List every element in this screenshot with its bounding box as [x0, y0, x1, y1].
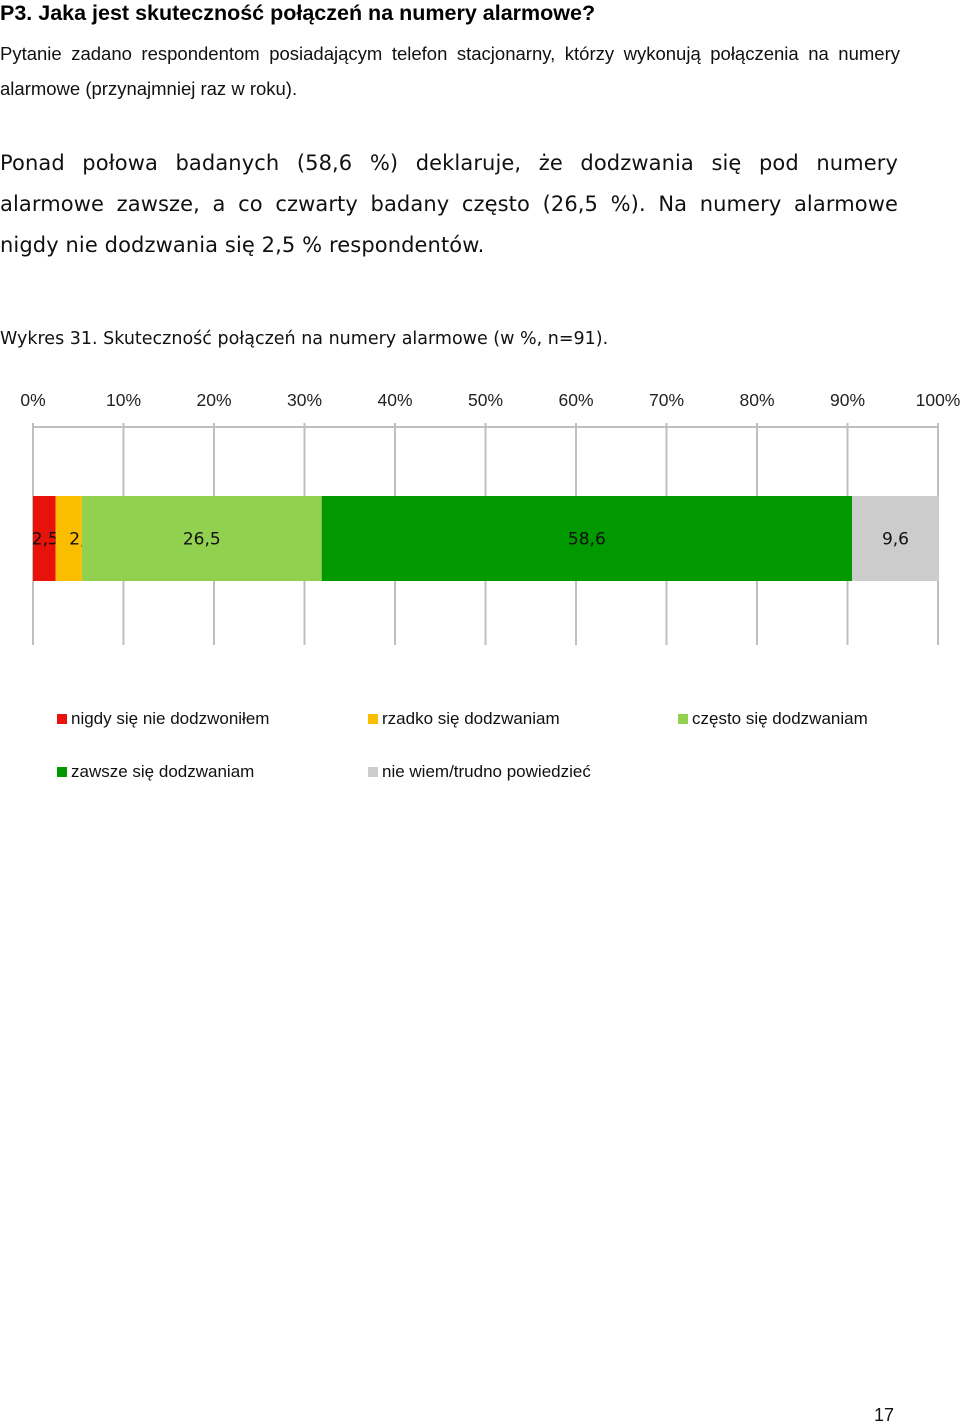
legend-swatch — [368, 767, 378, 777]
x-tick-label: 40% — [377, 390, 412, 410]
x-tick-label: 80% — [739, 390, 774, 410]
legend-label: rzadko się dodzwaniam — [382, 709, 560, 728]
x-tick-label: 10% — [106, 390, 141, 410]
legend-label: nigdy się nie dodzwoniłem — [71, 709, 270, 728]
intro-text: Pytanie zadano respondentom posiadającym… — [0, 43, 900, 99]
legend-swatch — [368, 714, 378, 724]
data-label: 2,5 — [32, 530, 59, 550]
bar-segment — [55, 496, 82, 581]
legend-swatch — [57, 767, 67, 777]
legend-label: nie wiem/trudno powiedzieć — [382, 762, 591, 781]
page-heading: P3. Jaka jest skuteczność połączeń na nu… — [0, 1, 596, 25]
stacked-bar-chart: 0%10%20%30%40%50%60%70%80%90%100%2,52,92… — [20, 390, 960, 645]
legend-item: nie wiem/trudno powiedzieć — [368, 762, 591, 782]
legend-swatch — [678, 714, 688, 724]
page-number: 17 — [874, 1405, 895, 1425]
legend-item: zawsze się dodzwaniam — [57, 762, 254, 782]
x-tick-label: 90% — [830, 390, 865, 410]
chart-legend: nigdy się nie dodzwoniłem rzadko się dodz… — [0, 700, 960, 800]
legend-item: nigdy się nie dodzwoniłem — [57, 709, 269, 729]
legend-item: często się dodzwaniam — [678, 709, 868, 729]
x-tick-label: 70% — [649, 390, 684, 410]
legend-label: często się dodzwaniam — [692, 709, 868, 728]
data-label: 58,6 — [568, 530, 606, 550]
x-tick-label: 100% — [916, 390, 960, 410]
x-tick-label: 30% — [287, 390, 322, 410]
chart-caption: Wykres 31. Skuteczność połączeń na numer… — [0, 329, 609, 349]
legend-label: zawsze się dodzwaniam — [71, 762, 255, 781]
x-tick-label: 60% — [558, 390, 593, 410]
legend-swatch — [57, 714, 67, 724]
bar-segment — [81, 496, 322, 581]
bar-segment — [33, 496, 56, 581]
x-tick-label: 50% — [468, 390, 503, 410]
data-label: 9,6 — [882, 530, 909, 550]
x-tick-label: 0% — [20, 390, 45, 410]
legend-item: rzadko się dodzwaniam — [368, 709, 560, 729]
summary-paragraph: Ponad połowa badanych (58,6 %) deklaruje… — [0, 151, 898, 257]
x-tick-label: 20% — [196, 390, 231, 410]
bar-segment — [852, 496, 939, 581]
bar-segment — [321, 496, 853, 581]
data-label: 26,5 — [183, 530, 221, 550]
